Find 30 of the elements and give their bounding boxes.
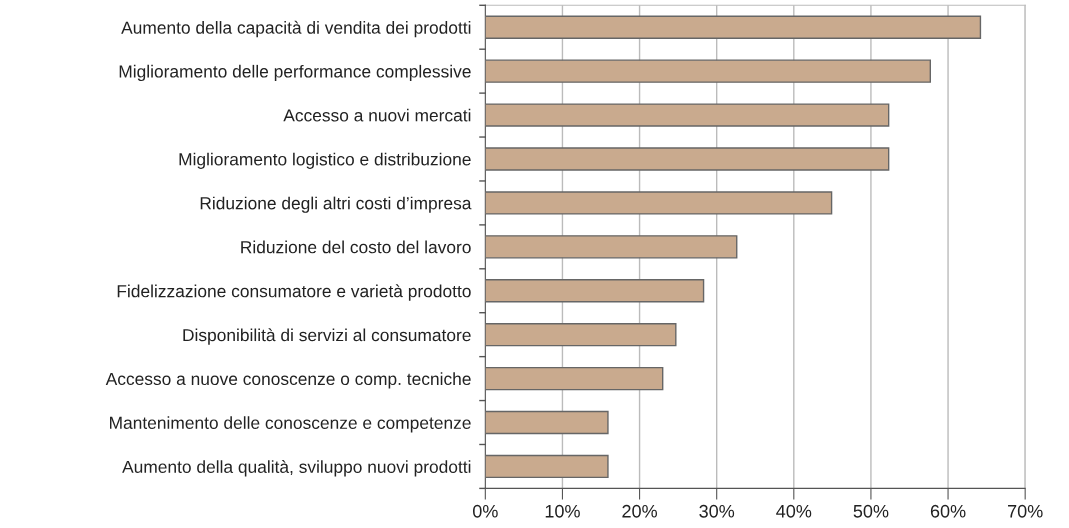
x-tick-label: 40% [776, 504, 812, 518]
bar [485, 235, 738, 259]
bar [485, 454, 609, 479]
y-tick-label: Aumento della capacità di vendita dei prodotti [121, 20, 471, 38]
y-tick-label: Disponibilità di servizi al consumatore [183, 328, 471, 345]
x-tick-label: 70% [1008, 504, 1043, 518]
bar [485, 59, 932, 83]
x-tick-label: 0% [472, 504, 498, 518]
y-tick-label: Aumento della qualità, sviluppo nuovi prodotti [122, 460, 471, 477]
y-tick-label: Miglioramento delle performance complessive [119, 64, 471, 82]
bar [485, 15, 982, 39]
x-tick-label: 20% [622, 504, 657, 518]
y-tick-label: Miglioramento logistico e distribuzione [179, 152, 471, 169]
y-tick-label: Mantenimento delle conoscenze e competenze [110, 416, 471, 433]
y-tick-label: Accesso a nuovi mercati [283, 108, 471, 122]
bar [485, 279, 705, 303]
y-tick-label: Fidelizzazione consumatore e varietà prodotto [117, 284, 471, 301]
bar [485, 366, 664, 391]
bar [485, 191, 833, 215]
x-tick-label: 30% [699, 504, 735, 518]
bar [485, 323, 677, 347]
bar [485, 103, 890, 127]
x-tick-label: 60% [930, 504, 966, 518]
y-tick-label: Riduzione del costo del lavoro [241, 240, 471, 254]
x-tick-label: 50% [853, 504, 889, 518]
bar [485, 147, 890, 171]
y-tick-label: Accesso a nuove conoscenze o comp. tecniche [105, 372, 471, 389]
y-tick-label: Riduzione degli altri costi d’impresa [200, 196, 472, 213]
bar [485, 410, 609, 435]
x-tick-label: 10% [545, 504, 580, 518]
